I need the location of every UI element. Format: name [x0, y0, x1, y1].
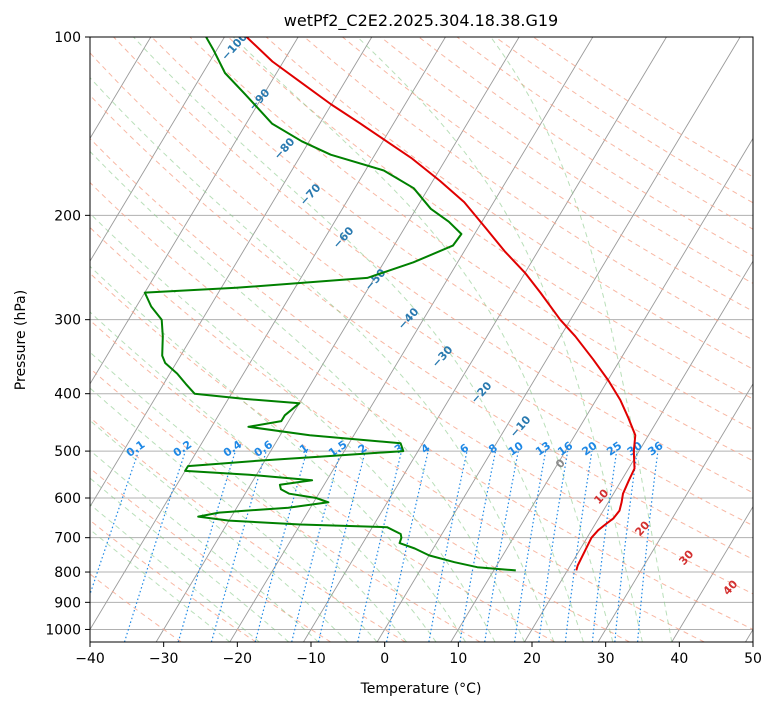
temperature-profile-line [245, 37, 637, 571]
y-tick-label: 400 [54, 387, 81, 403]
y-tick-label: 700 [54, 531, 81, 547]
y-tick-label: 800 [54, 565, 81, 581]
y-tick-label: 900 [54, 595, 81, 611]
x-tick-label: 40 [670, 651, 688, 667]
dry-adiabat-line [90, 272, 630, 642]
mixing-ratio-line [357, 450, 403, 642]
moist-adiabat-line [90, 387, 378, 642]
x-tick-label: −20 [223, 651, 253, 667]
moist-adiabat-line [90, 419, 349, 642]
isotherm-line [155, 37, 520, 642]
mixing-ratio-line [317, 450, 366, 642]
moist-adiabats [90, 37, 673, 642]
dry-adiabat-line [151, 37, 753, 462]
mixing-ratio-line [538, 450, 569, 642]
plot-frame [89, 36, 754, 643]
y-tick-label: 100 [54, 30, 81, 46]
moist-adiabat-line [90, 477, 290, 642]
dry-adiabat-line [113, 37, 753, 494]
moist-adiabat-line [133, 37, 584, 642]
x-tick-label: 10 [449, 651, 467, 667]
x-tick-label: 30 [597, 651, 615, 667]
dry-adiabat-line [342, 37, 753, 312]
dry-adiabat-line [90, 467, 331, 642]
dry-adiabat-line [265, 37, 753, 370]
dry-adiabat-line [90, 181, 753, 630]
isotherm-line [90, 37, 225, 262]
mixing-ratio-line [386, 450, 429, 642]
y-tick-label: 200 [54, 208, 81, 224]
moist-adiabat-line [90, 528, 231, 642]
moist-adiabat-line [90, 150, 525, 642]
x-tick-label: −10 [296, 651, 326, 667]
y-tick-label: 600 [54, 491, 81, 507]
mixing-ratio-line [514, 450, 547, 642]
dry-adiabat-line [189, 37, 753, 431]
mixing-ratio-lines [90, 450, 659, 642]
dry-adiabat-line [90, 319, 556, 642]
moist-adiabat-line [90, 351, 407, 642]
isotherm-line [524, 260, 753, 642]
x-tick-label: −30 [149, 651, 179, 667]
x-axis-label: Temperature (°C) [360, 681, 482, 697]
isotherm-line [376, 37, 741, 642]
isotherm-line [450, 137, 753, 642]
isotherm-line [671, 505, 753, 642]
skewed-isotherms [90, 37, 753, 642]
moist-adiabat-line [90, 212, 496, 642]
dry-adiabat-line [90, 226, 705, 642]
chart-title: wetPf2_C2E2.2025.304.18.38.G19 [284, 11, 558, 31]
y-axis-ticks: 100 200 300 400 500 600 700 800 900 1000 [45, 30, 90, 638]
y-tick-label: 500 [54, 444, 81, 460]
y-tick-label: 300 [54, 313, 81, 329]
isotherm-line [229, 37, 594, 642]
moist-adiabat-line [232, 37, 614, 642]
mixing-ratio-line [614, 451, 638, 642]
dry-adiabat-line [90, 519, 257, 642]
moist-adiabat-line [490, 37, 673, 642]
x-tick-label: 0 [380, 651, 389, 667]
isotherm-line [90, 37, 373, 508]
moist-adiabat-line [90, 449, 319, 642]
moist-adiabat-line [90, 311, 437, 642]
x-tick-label: 50 [744, 651, 762, 667]
isotherm-line [90, 37, 299, 385]
mixing-ratio-line [637, 451, 659, 642]
dewpoint-profile-line [143, 37, 516, 572]
isotherm-line [597, 383, 753, 642]
x-axis-ticks: −40 −30 −20 −10 0 10 20 30 40 50 [75, 642, 762, 667]
mixing-ratio-line [210, 450, 267, 642]
x-tick-label: 20 [523, 651, 541, 667]
mixing-ratio-line [291, 450, 342, 642]
dry-adiabat-line [90, 367, 481, 642]
mixing-ratio-line [564, 451, 593, 642]
profile-series [143, 37, 637, 572]
moist-adiabat-line [90, 265, 466, 642]
mixing-ratio-line [123, 450, 186, 642]
dry-adiabat-line [90, 137, 753, 595]
y-tick-label: 1000 [45, 622, 81, 638]
mixing-ratio-line [591, 451, 618, 642]
isotherm-line [90, 37, 446, 631]
mixing-ratio-line [177, 450, 236, 642]
dry-adiabats [90, 37, 753, 642]
moist-adiabat-line [90, 76, 555, 642]
x-tick-label: −40 [75, 651, 105, 667]
moist-adiabat-line [90, 503, 260, 642]
y-axis-label: Pressure (hPa) [13, 290, 29, 390]
dry-adiabat-line [90, 52, 753, 527]
